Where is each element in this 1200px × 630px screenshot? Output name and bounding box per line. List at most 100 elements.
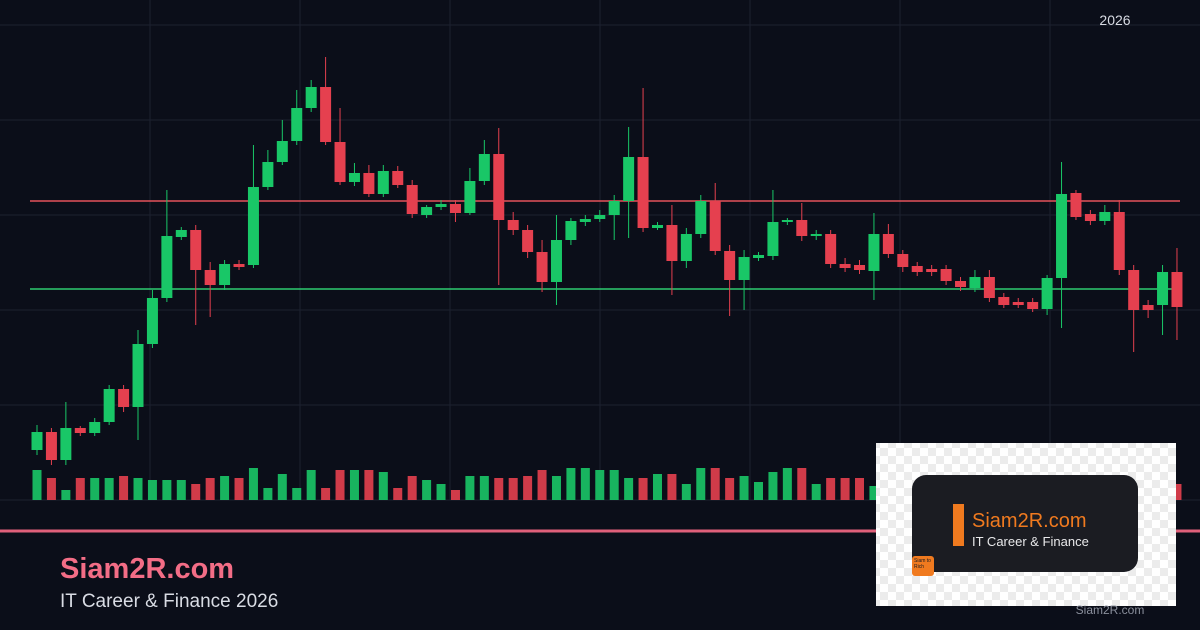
candle-body — [1171, 272, 1183, 307]
candle-body — [781, 220, 793, 222]
volume-bar — [306, 470, 316, 500]
candle-body — [753, 255, 764, 258]
candle-body — [767, 222, 779, 256]
volume-bar — [422, 480, 432, 500]
candle-body — [45, 432, 57, 460]
volume-bar — [393, 488, 403, 500]
candle-body — [1113, 212, 1125, 270]
candle-body — [810, 234, 822, 236]
volume-bar — [869, 486, 879, 500]
candle-body — [247, 187, 259, 265]
volume-bar — [710, 468, 720, 500]
candle-body — [305, 87, 317, 108]
candle-body — [680, 234, 692, 261]
candle-body — [666, 225, 678, 261]
candle-body — [623, 157, 635, 201]
volume-bar — [725, 478, 735, 500]
candle-body — [190, 230, 202, 270]
volume-bar — [782, 468, 792, 500]
candle-body — [550, 240, 562, 282]
candle-body — [709, 201, 721, 251]
volume-bar — [407, 476, 417, 500]
volume-bar — [119, 476, 129, 500]
candle-body — [911, 266, 923, 272]
candle-body — [89, 422, 101, 433]
footer-text: Siam2R.com — [1076, 603, 1145, 617]
volume-bar — [335, 470, 345, 500]
candle-body — [377, 171, 389, 194]
volume-bar — [551, 476, 561, 500]
candle-body — [219, 264, 231, 285]
badge-text: Siam to Rich — [914, 558, 931, 570]
volume-bar — [508, 478, 518, 500]
volume-bar — [277, 474, 287, 500]
volume-bar — [292, 488, 302, 500]
candle-body — [507, 220, 519, 230]
candle-body — [969, 277, 981, 288]
volume-bar — [1172, 484, 1182, 500]
volume-bar — [609, 470, 619, 500]
volume-bar — [479, 476, 489, 500]
candle-body — [1012, 302, 1024, 305]
candle-body — [31, 432, 43, 450]
candle-body — [363, 173, 375, 194]
volume-bar — [754, 482, 763, 500]
volume-bar — [32, 470, 42, 500]
candle-body — [60, 428, 72, 460]
candle-body — [695, 201, 707, 234]
volume-bar — [378, 472, 388, 500]
candle-body — [421, 207, 433, 215]
candle-body — [882, 234, 894, 254]
volume-bar — [667, 474, 677, 500]
candle-body — [103, 389, 115, 422]
candle-body — [406, 185, 418, 214]
candle-body — [1027, 302, 1039, 309]
candle-body — [637, 157, 649, 228]
candle-body — [146, 298, 158, 344]
logo-panel: Siam2R.com IT Career & Finance Siam to R… — [876, 443, 1176, 606]
candle-body — [1056, 194, 1068, 278]
volume-bar — [147, 480, 157, 500]
brand-subtitle: IT Career & Finance 2026 — [60, 591, 278, 612]
candle-body — [118, 389, 130, 407]
candle-body — [998, 297, 1010, 305]
candle-body — [161, 236, 173, 298]
logo-title: Siam2R.com — [972, 510, 1086, 532]
volume-bar — [681, 484, 691, 500]
candle-body — [262, 162, 274, 187]
candle-body — [478, 154, 490, 181]
candle-body — [175, 230, 187, 237]
candle-body — [392, 171, 404, 185]
volume-bar — [580, 468, 590, 500]
volume-bar — [321, 488, 331, 500]
volume-bar — [826, 478, 836, 500]
candle-body — [132, 344, 144, 407]
volume-bar — [220, 476, 230, 500]
candle-body — [1070, 193, 1082, 217]
volume-bar — [696, 468, 706, 500]
candle-body — [493, 154, 505, 220]
volume-bar — [205, 478, 215, 500]
candle-body — [435, 204, 447, 207]
candle-body — [204, 270, 216, 285]
candle-body — [348, 173, 360, 182]
volume-bar — [797, 468, 807, 500]
logo-badge — [912, 556, 934, 576]
volume-bar — [624, 478, 634, 500]
candle-body — [594, 215, 606, 219]
candle-body — [464, 181, 476, 213]
candle-body — [291, 108, 303, 141]
candle-body — [738, 257, 750, 280]
candle-body — [1142, 305, 1154, 310]
volume-bar — [537, 470, 547, 500]
volume-bar — [75, 478, 85, 500]
candle-body — [579, 219, 591, 222]
volume-bar — [191, 484, 201, 500]
volume-bar — [133, 478, 143, 500]
candle-body — [868, 234, 880, 271]
candle-body — [608, 201, 620, 215]
candle-body — [449, 204, 461, 213]
candle-body — [897, 254, 909, 267]
candle-body — [1099, 212, 1111, 221]
candle-body — [1041, 278, 1053, 309]
